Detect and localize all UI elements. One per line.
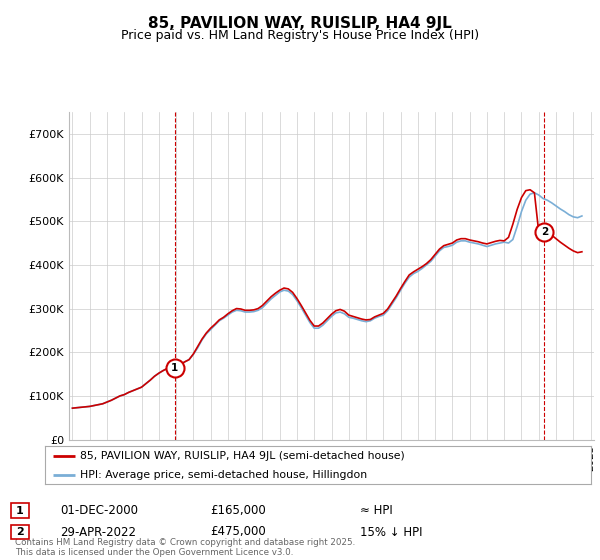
Text: 01-DEC-2000: 01-DEC-2000 (60, 504, 138, 517)
Text: 15% ↓ HPI: 15% ↓ HPI (360, 525, 422, 539)
Text: 2: 2 (16, 527, 23, 537)
Text: 85, PAVILION WAY, RUISLIP, HA4 9JL: 85, PAVILION WAY, RUISLIP, HA4 9JL (148, 16, 452, 31)
Text: Price paid vs. HM Land Registry's House Price Index (HPI): Price paid vs. HM Land Registry's House … (121, 29, 479, 42)
Text: Contains HM Land Registry data © Crown copyright and database right 2025.
This d: Contains HM Land Registry data © Crown c… (15, 538, 355, 557)
Text: 1: 1 (171, 362, 178, 372)
Text: £475,000: £475,000 (210, 525, 266, 539)
Text: 1: 1 (16, 506, 23, 516)
Text: 29-APR-2022: 29-APR-2022 (60, 525, 136, 539)
Text: 85, PAVILION WAY, RUISLIP, HA4 9JL (semi-detached house): 85, PAVILION WAY, RUISLIP, HA4 9JL (semi… (80, 451, 405, 461)
Text: ≈ HPI: ≈ HPI (360, 504, 393, 517)
Text: £165,000: £165,000 (210, 504, 266, 517)
Text: HPI: Average price, semi-detached house, Hillingdon: HPI: Average price, semi-detached house,… (80, 470, 368, 480)
Text: 2: 2 (541, 227, 548, 237)
